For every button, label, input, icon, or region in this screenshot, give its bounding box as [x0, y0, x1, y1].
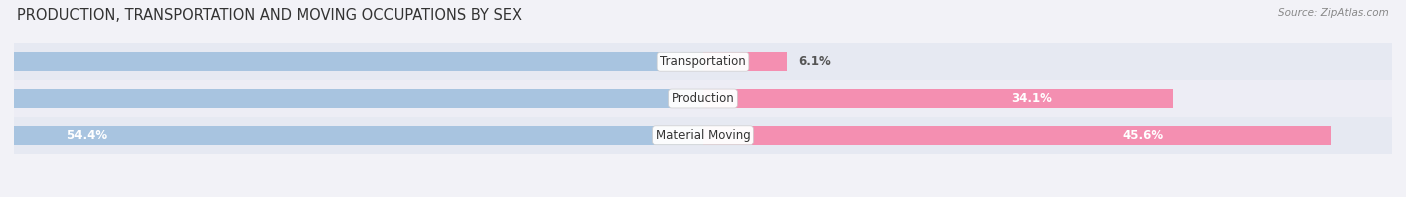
- Bar: [14, 117, 1392, 154]
- Bar: [0, 126, 703, 145]
- Text: Production: Production: [672, 92, 734, 105]
- Text: 6.1%: 6.1%: [799, 55, 831, 68]
- Text: 54.4%: 54.4%: [66, 129, 107, 142]
- Bar: [703, 52, 787, 71]
- Bar: [0, 52, 703, 71]
- Bar: [14, 80, 1392, 117]
- Bar: [703, 89, 1173, 108]
- Text: 34.1%: 34.1%: [1011, 92, 1052, 105]
- Text: Material Moving: Material Moving: [655, 129, 751, 142]
- Text: 45.6%: 45.6%: [1122, 129, 1163, 142]
- Text: Source: ZipAtlas.com: Source: ZipAtlas.com: [1278, 8, 1389, 18]
- Text: Transportation: Transportation: [661, 55, 745, 68]
- Bar: [0, 89, 703, 108]
- Bar: [703, 126, 1331, 145]
- Text: PRODUCTION, TRANSPORTATION AND MOVING OCCUPATIONS BY SEX: PRODUCTION, TRANSPORTATION AND MOVING OC…: [17, 8, 522, 23]
- Bar: [14, 43, 1392, 80]
